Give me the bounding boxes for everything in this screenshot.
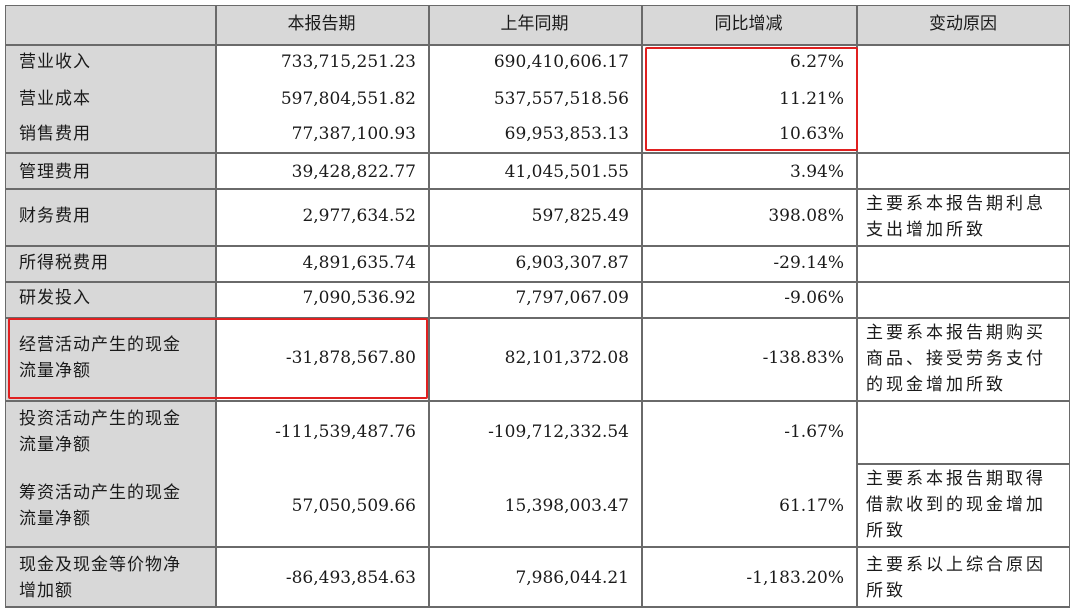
row-label: 财务费用 — [19, 206, 91, 226]
row-current: 4,891,635.74 — [302, 253, 416, 273]
row-previous: 7,797,067.09 — [515, 288, 629, 308]
row-current: 77,387,100.93 — [291, 124, 416, 144]
row-change: 11.21% — [779, 89, 844, 109]
row-change: -29.14% — [773, 253, 844, 273]
row-reason: 主要系本报告期利息支出增加所致 — [866, 194, 1046, 240]
header-reason: 变动原因 — [856, 5, 1070, 44]
row-change: 10.63% — [779, 124, 844, 144]
row-label: 研发投入 — [19, 288, 91, 308]
row-change: 6.27% — [789, 52, 844, 72]
row-change: 61.17% — [779, 496, 844, 516]
row-label: 营业收入 — [19, 52, 91, 72]
row-label: 管理费用 — [19, 162, 91, 182]
row-reason: 主要系本报告期取得借款收到的现金增加所致 — [866, 469, 1046, 541]
row-previous: 597,825.49 — [531, 206, 629, 226]
row-previous: 690,410,606.17 — [493, 52, 629, 72]
financial-table: 本报告期 上年同期 同比增减 变动原因 营业收入 733,715,251.23 … — [5, 5, 1070, 608]
grid-bottom — [5, 606, 1070, 608]
grid-row-line — [5, 152, 1070, 154]
row-current: -86,493,854.63 — [285, 568, 416, 588]
row-current: 7,090,536.92 — [302, 288, 416, 308]
grid-row-line — [5, 400, 1070, 402]
row-label: 所得税费用 — [19, 253, 109, 273]
row-current: 597,804,551.82 — [280, 89, 416, 109]
row-previous: 82,101,372.08 — [504, 348, 629, 368]
row-change: -138.83% — [762, 348, 844, 368]
grid-col-line — [856, 5, 858, 608]
grid-top — [5, 5, 1070, 6]
row-label: 现金及现金等价物净增加额 — [19, 555, 181, 601]
grid-col-line — [641, 5, 643, 608]
row-current: 57,050,509.66 — [291, 496, 416, 516]
grid-header-bottom — [5, 44, 1070, 46]
grid-row-line — [5, 188, 1070, 190]
row-previous: 7,986,044.21 — [515, 568, 629, 588]
row-reason: 主要系以上综合原因所致 — [866, 555, 1046, 601]
row-reason: 主要系本报告期购买商品、接受劳务支付的现金增加所致 — [866, 323, 1046, 395]
row-change: -1.67% — [784, 422, 844, 442]
grid-col-line — [428, 5, 430, 608]
grid-col-line — [5, 5, 6, 608]
row-change: 398.08% — [768, 206, 844, 226]
row-label: 营业成本 — [19, 89, 91, 109]
grid-row-line — [5, 317, 1070, 319]
row-previous: 537,557,518.56 — [493, 89, 629, 109]
grid-col-line — [215, 5, 217, 608]
highlight-box-change — [645, 47, 858, 151]
row-previous: 41,045,501.55 — [504, 162, 629, 182]
grid-row-line — [5, 546, 1070, 548]
highlight-box-operating-cash — [8, 318, 428, 399]
row-current: -31,878,567.80 — [285, 348, 416, 368]
row-change: 3.94% — [789, 162, 844, 182]
row-current: -111,539,487.76 — [275, 422, 416, 442]
row-current: 39,428,822.77 — [291, 162, 416, 182]
row-label: 筹资活动产生的现金流量净额 — [19, 483, 181, 529]
row-label: 销售费用 — [19, 124, 91, 144]
header-current-period: 本报告期 — [215, 5, 428, 44]
row-change: -1,183.20% — [746, 568, 844, 588]
row-previous: 69,953,853.13 — [504, 124, 629, 144]
row-previous: -109,712,332.54 — [488, 422, 629, 442]
row-current: 2,977,634.52 — [302, 206, 416, 226]
row-current: 733,715,251.23 — [280, 52, 416, 72]
header-yoy-change: 同比增减 — [641, 5, 856, 44]
grid-row-line — [5, 245, 1070, 247]
row-label: 投资活动产生的现金流量净额 — [19, 409, 181, 455]
header-prior-period: 上年同期 — [428, 5, 641, 44]
header-blank — [5, 5, 215, 44]
row-previous: 6,903,307.87 — [515, 253, 629, 273]
grid-row-line — [856, 463, 1070, 465]
row-label: 经营活动产生的现金流量净额 — [19, 335, 181, 381]
grid-col-line — [1069, 5, 1070, 608]
grid-row-line — [5, 281, 1070, 283]
label-column-bg — [5, 44, 215, 608]
row-previous: 15,398,003.47 — [504, 496, 629, 516]
row-change: -9.06% — [784, 288, 844, 308]
